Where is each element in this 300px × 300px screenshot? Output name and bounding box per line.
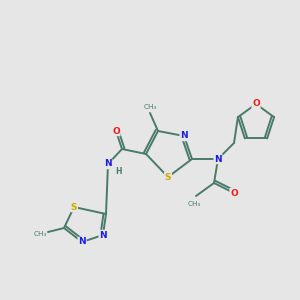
Text: N: N: [104, 160, 112, 169]
Text: S: S: [71, 202, 77, 211]
Text: H: H: [115, 167, 121, 176]
Text: N: N: [180, 131, 188, 140]
Text: O: O: [112, 127, 120, 136]
Text: CH₃: CH₃: [33, 231, 47, 237]
Text: N: N: [78, 238, 86, 247]
Text: CH₃: CH₃: [187, 201, 201, 207]
Text: CH₃: CH₃: [143, 104, 157, 110]
Text: O: O: [252, 100, 260, 109]
Text: N: N: [214, 154, 222, 164]
Text: N: N: [99, 230, 107, 239]
Text: S: S: [165, 172, 171, 182]
Text: O: O: [230, 188, 238, 197]
